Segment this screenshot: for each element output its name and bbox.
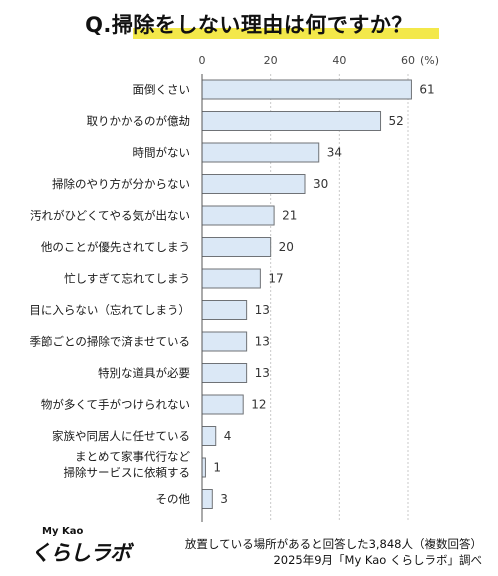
x-axis-unit: (%): [420, 54, 439, 67]
value-label-9: 13: [255, 366, 270, 380]
category-label-10: 物が多くて手がつけられない: [41, 398, 190, 412]
bar-9: [201, 363, 248, 383]
value-label-3: 30: [313, 177, 328, 191]
footnote-line-2: 2025年9月「My Kao くらしラボ」調べ: [273, 553, 482, 567]
x-tick-label-40: 40: [332, 54, 346, 67]
category-label-2: 時間がない: [133, 146, 191, 160]
category-label-3: 掃除のやり方が分からない: [52, 177, 190, 191]
chart-title: Q.掃除をしない理由は何ですか？: [85, 13, 413, 37]
bar-13: [201, 489, 213, 509]
bar-7: [201, 300, 248, 320]
bar-6: [201, 268, 261, 289]
value-label-0: 61: [419, 83, 434, 97]
bar-10: [201, 394, 244, 415]
value-label-12: 1: [213, 461, 221, 475]
value-label-2: 34: [327, 146, 342, 160]
category-label-4: 汚れがひどくてやる気が出ない: [30, 209, 190, 223]
bar-2: [201, 142, 320, 163]
value-label-1: 52: [389, 114, 404, 128]
value-label-7: 13: [255, 303, 270, 317]
source-footnote: 放置している場所があると回答した3,848人（複数回答） 2025年9月「My …: [185, 536, 482, 568]
category-label-8: 季節ごとの掃除で済ませている: [29, 335, 190, 349]
x-tick-label-60: 60: [401, 54, 415, 67]
category-label-0: 面倒くさい: [133, 83, 191, 97]
category-label-13: その他: [156, 492, 191, 506]
logo-main-text: くらしラボ: [30, 541, 131, 565]
bar-5: [201, 237, 272, 257]
category-label-12-line-0: まとめて家事代行など: [75, 450, 190, 464]
bar-1: [201, 111, 382, 131]
bar-12: [201, 457, 206, 478]
value-label-6: 17: [268, 272, 283, 286]
category-label-5: 他のことが優先されてしまう: [41, 240, 190, 254]
x-tick-label-20: 20: [264, 54, 278, 67]
value-label-11: 4: [224, 429, 232, 443]
bar-0: [201, 79, 412, 100]
bar-8: [201, 331, 248, 352]
category-label-12-line-1: 掃除サービスに依頼する: [64, 466, 191, 480]
category-label-1: 取りかかるのが億劫: [87, 114, 191, 128]
bar-11: [201, 426, 217, 446]
footnote-line-1: 放置している場所があると回答した3,848人（複数回答）: [184, 537, 482, 551]
category-label-11: 家族や同居人に任せている: [52, 429, 190, 443]
value-label-8: 13: [255, 335, 270, 349]
title-highlight: [133, 28, 439, 39]
x-tick-label-0: 0: [199, 54, 206, 67]
bar-3: [201, 174, 306, 194]
category-label-7: 目に入らない（忘れてしまう）: [29, 303, 190, 317]
value-label-5: 20: [279, 240, 294, 254]
value-label-13: 3: [220, 492, 228, 506]
category-label-6: 忙しすぎて忘れてしまう: [64, 272, 190, 286]
category-label-9: 特別な道具が必要: [98, 366, 190, 380]
value-label-10: 12: [251, 398, 266, 412]
category-label-12: まとめて家事代行など掃除サービスに依頼する: [64, 450, 191, 480]
logo-brand-text: My Kao: [42, 526, 84, 537]
bar-4: [201, 205, 275, 226]
value-label-4: 21: [282, 209, 297, 223]
title-area: Q.掃除をしない理由は何ですか？: [0, 6, 498, 40]
my-kao-kurashi-lab-logo: My Kao くらしラボ: [30, 526, 131, 566]
